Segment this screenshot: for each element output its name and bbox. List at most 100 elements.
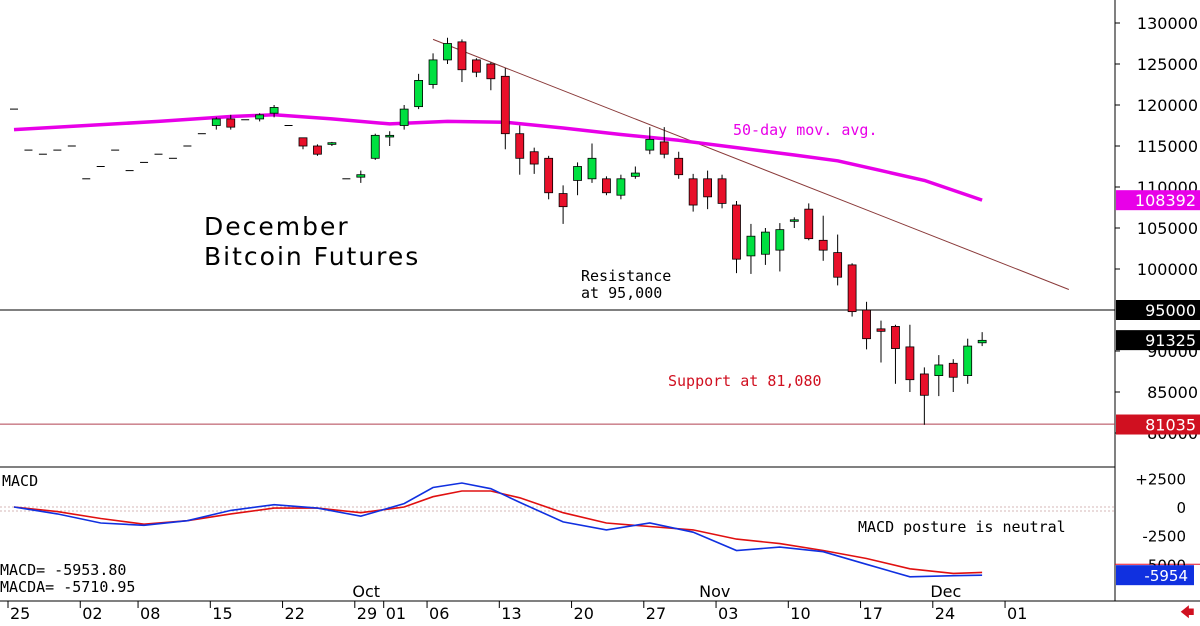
candle-body	[674, 157, 684, 176]
candle-body	[761, 231, 770, 255]
candle-18	[269, 105, 279, 118]
candle-29	[428, 53, 438, 89]
candle-28	[414, 73, 424, 110]
candle-46	[674, 151, 684, 179]
candle-body	[818, 239, 828, 251]
date-tick-label: 08	[140, 604, 160, 623]
candle-body	[515, 133, 525, 159]
candle-body	[414, 80, 424, 108]
scroll-left-arrow-icon[interactable]: 🡄	[1180, 605, 1195, 621]
candle-body	[977, 339, 987, 344]
month-label-Oct: Oct	[352, 582, 380, 601]
chart-title-line-1: December	[204, 212, 350, 241]
date-tick-label: 01	[1007, 604, 1027, 623]
candle-body	[876, 328, 886, 332]
candle-63	[919, 367, 929, 425]
trendline-layer	[0, 38, 1115, 425]
candle-47	[688, 173, 698, 212]
candle-21	[313, 144, 322, 156]
candle-25	[370, 133, 380, 160]
chart-title: December Bitcoin Futures	[204, 212, 420, 272]
resistance-label-line-2: at 95,000	[581, 284, 663, 302]
candle-body	[558, 193, 568, 208]
price-tick-label: 115000	[1137, 137, 1198, 156]
candle-60	[876, 320, 886, 363]
price-tick-label: 130000	[1137, 14, 1198, 33]
candle-body	[804, 208, 814, 240]
candle-39	[573, 162, 582, 196]
candle-body	[457, 41, 467, 71]
candle-body	[327, 142, 337, 145]
candle-body	[428, 59, 438, 85]
date-tick-label: 24	[935, 604, 955, 623]
price-tick-label: 100000	[1137, 260, 1198, 279]
candle-body	[587, 157, 597, 180]
candle-14	[211, 117, 221, 130]
candle-37	[544, 155, 554, 200]
candle-body	[645, 139, 655, 151]
macd-tag-bg	[1116, 565, 1194, 586]
candle-27	[399, 105, 409, 130]
candle-body	[963, 345, 973, 376]
candle-body	[891, 325, 900, 349]
candle-body	[732, 204, 741, 260]
grid-layer	[0, 0, 1200, 602]
candle-body	[905, 346, 915, 381]
candle-body	[313, 145, 322, 155]
candle-body	[934, 364, 944, 377]
macda-value: MACDA= -5710.95	[0, 578, 136, 596]
candle-26	[385, 131, 395, 146]
candle-59	[862, 301, 871, 350]
candle-15	[226, 114, 236, 130]
candle-22	[327, 141, 337, 146]
candle-38	[558, 185, 568, 224]
candle-53	[775, 223, 785, 272]
moving-average-layer	[13, 113, 983, 202]
candle-body	[255, 114, 265, 120]
price-tag-bg	[1116, 330, 1200, 351]
candle-body	[833, 252, 843, 278]
candle-20	[298, 137, 308, 150]
macd-line	[13, 482, 983, 578]
date-tick-label: 10	[790, 604, 810, 623]
moving-average-line	[13, 113, 983, 202]
candle-body	[775, 229, 785, 251]
candle-55	[804, 203, 814, 241]
price-tag-bg	[1116, 414, 1200, 435]
macd-panel-title: MACD	[2, 472, 39, 490]
candle-52	[761, 228, 770, 265]
macd-current-tag: -5954	[1144, 567, 1188, 585]
candle-body	[616, 178, 626, 196]
candle-58	[847, 263, 857, 317]
candle-body	[443, 43, 452, 61]
date-tick-label: 27	[646, 604, 666, 623]
macd-posture-note: MACD posture is neutral	[858, 518, 1066, 536]
candle-67	[977, 332, 987, 347]
candle-body	[226, 118, 236, 128]
candle-43	[630, 166, 640, 179]
price-tick-label: 125000	[1137, 55, 1198, 74]
candle-body	[948, 362, 958, 378]
date-tick-label: 13	[501, 604, 521, 623]
down-trendline	[432, 38, 1070, 290]
macd-tick-label: -2500	[1142, 528, 1186, 546]
resistance-label-line-1: Resistance	[581, 267, 672, 285]
date-tick-label: 02	[82, 604, 102, 623]
date-tick-label: 22	[285, 604, 305, 623]
candle-30	[443, 37, 452, 64]
macd-value: MACD= -5953.80	[0, 561, 127, 579]
price-tag-91325: 91325	[1145, 331, 1196, 350]
candle-body	[919, 373, 929, 396]
price-tag-bg	[1116, 300, 1200, 320]
date-tick-label: 01	[386, 604, 406, 623]
moving-average-label: 50-day mov. avg.	[733, 121, 878, 139]
candle-body	[385, 134, 395, 138]
candle-body	[544, 157, 554, 194]
candle-65	[948, 359, 958, 392]
price-tag-81035: 81035	[1145, 416, 1196, 435]
candle-body	[847, 264, 857, 313]
price-tag-95000: 95000	[1145, 301, 1196, 320]
candle-56	[818, 215, 828, 261]
macd-layer	[0, 482, 1200, 578]
